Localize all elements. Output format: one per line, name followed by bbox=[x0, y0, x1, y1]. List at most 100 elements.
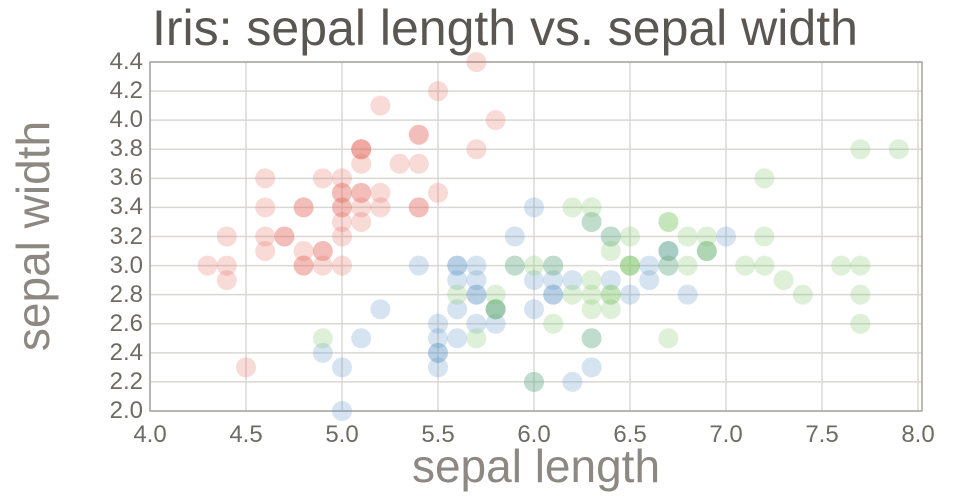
data-point-virginica bbox=[658, 328, 679, 349]
data-point-setosa bbox=[466, 139, 487, 160]
data-point-versicolor bbox=[466, 284, 487, 305]
data-point-virginica bbox=[658, 211, 679, 232]
data-point-versicolor bbox=[600, 226, 621, 247]
data-point-virginica bbox=[504, 255, 525, 276]
data-point-versicolor bbox=[466, 255, 487, 276]
data-point-versicolor bbox=[332, 357, 352, 378]
data-point-setosa bbox=[197, 255, 218, 276]
data-point-setosa bbox=[428, 81, 448, 102]
data-point-virginica bbox=[850, 255, 871, 276]
data-point-versicolor bbox=[428, 357, 448, 378]
data-point-virginica bbox=[581, 328, 602, 349]
data-point-versicolor bbox=[639, 255, 660, 276]
x-axis-tick-label: 5.0 bbox=[325, 421, 359, 448]
data-point-versicolor bbox=[447, 255, 468, 276]
data-point-virginica bbox=[581, 211, 602, 232]
y-axis-tick-label: 2.4 bbox=[109, 338, 143, 366]
data-point-virginica bbox=[831, 255, 852, 276]
y-axis-label: sepal width bbox=[7, 120, 59, 352]
data-point-virginica bbox=[850, 313, 871, 334]
data-point-virginica bbox=[658, 211, 679, 232]
data-point-virginica bbox=[485, 299, 506, 320]
data-point-setosa bbox=[274, 226, 295, 247]
y-axis-tick-label: 2.8 bbox=[109, 280, 143, 308]
data-point-virginica bbox=[485, 284, 506, 305]
data-point-versicolor bbox=[466, 313, 487, 334]
data-point-virginica bbox=[524, 371, 544, 392]
data-point-versicolor bbox=[447, 255, 468, 276]
y-axis-tick-label: 2.2 bbox=[109, 367, 143, 395]
x-axis-tick-label: 4.5 bbox=[229, 421, 263, 448]
y-axis-tick-label: 4.4 bbox=[109, 48, 143, 75]
data-point-setosa bbox=[216, 226, 237, 247]
data-point-versicolor bbox=[504, 226, 525, 247]
x-axis-tick-label: 7.5 bbox=[805, 421, 839, 448]
data-point-setosa bbox=[408, 124, 429, 145]
data-point-versicolor bbox=[524, 270, 544, 291]
data-point-versicolor bbox=[524, 299, 544, 320]
data-point-setosa bbox=[332, 182, 352, 203]
data-point-setosa bbox=[293, 255, 314, 276]
data-point-setosa bbox=[428, 182, 448, 203]
data-point-versicolor bbox=[600, 270, 621, 291]
y-axis-tick-label: 2.0 bbox=[109, 397, 143, 424]
data-point-virginica bbox=[620, 255, 640, 276]
data-point-virginica bbox=[696, 226, 717, 247]
y-axis-tick-label: 4.0 bbox=[109, 106, 143, 134]
data-point-versicolor bbox=[658, 241, 679, 262]
data-point-setosa bbox=[255, 226, 276, 247]
data-point-setosa bbox=[389, 153, 410, 174]
data-point-virginica bbox=[677, 226, 698, 247]
data-point-virginica bbox=[312, 328, 333, 349]
y-axis-tick-label: 3.0 bbox=[109, 251, 143, 279]
data-point-versicolor bbox=[581, 328, 602, 349]
data-point-versicolor bbox=[485, 313, 506, 334]
data-point-setosa bbox=[408, 124, 429, 145]
data-point-versicolor bbox=[408, 255, 429, 276]
data-point-setosa bbox=[370, 197, 391, 218]
data-point-virginica bbox=[466, 328, 487, 349]
data-point-versicolor bbox=[677, 284, 698, 305]
data-point-virginica bbox=[581, 284, 602, 305]
data-point-setosa bbox=[312, 168, 333, 189]
data-point-versicolor bbox=[658, 255, 679, 276]
plot-border bbox=[149, 61, 923, 412]
x-axis-label: sepal length bbox=[411, 440, 661, 492]
data-point-versicolor bbox=[581, 211, 602, 232]
data-point-virginica bbox=[754, 255, 775, 276]
data-point-setosa bbox=[351, 182, 372, 203]
data-point-versicolor bbox=[524, 371, 544, 392]
data-point-virginica bbox=[524, 255, 544, 276]
data-point-setosa bbox=[332, 211, 352, 232]
data-point-versicolor bbox=[543, 284, 564, 305]
data-point-setosa bbox=[351, 197, 372, 218]
data-point-setosa bbox=[370, 182, 391, 203]
data-point-versicolor bbox=[428, 342, 448, 363]
data-point-versicolor bbox=[447, 270, 468, 291]
y-axis-tick-label: 3.8 bbox=[109, 135, 143, 163]
data-point-versicolor bbox=[466, 284, 487, 305]
data-point-virginica bbox=[658, 255, 679, 276]
data-point-setosa bbox=[351, 211, 372, 232]
data-point-virginica bbox=[581, 270, 602, 291]
data-point-setosa bbox=[485, 110, 506, 131]
data-point-setosa bbox=[293, 197, 314, 218]
data-point-setosa bbox=[293, 255, 314, 276]
data-point-versicolor bbox=[428, 313, 448, 334]
data-point-virginica bbox=[735, 255, 756, 276]
data-point-setosa bbox=[216, 255, 237, 276]
data-point-versicolor bbox=[370, 299, 391, 320]
data-point-virginica bbox=[620, 226, 640, 247]
data-point-versicolor bbox=[332, 401, 352, 421]
data-point-virginica bbox=[562, 284, 583, 305]
data-point-versicolor bbox=[543, 284, 564, 305]
data-point-setosa bbox=[332, 168, 352, 189]
data-point-versicolor bbox=[716, 226, 736, 247]
data-point-setosa bbox=[332, 226, 352, 247]
data-point-virginica bbox=[620, 255, 640, 276]
data-point-versicolor bbox=[504, 255, 525, 276]
data-point-versicolor bbox=[696, 241, 717, 262]
data-point-setosa bbox=[312, 241, 333, 262]
